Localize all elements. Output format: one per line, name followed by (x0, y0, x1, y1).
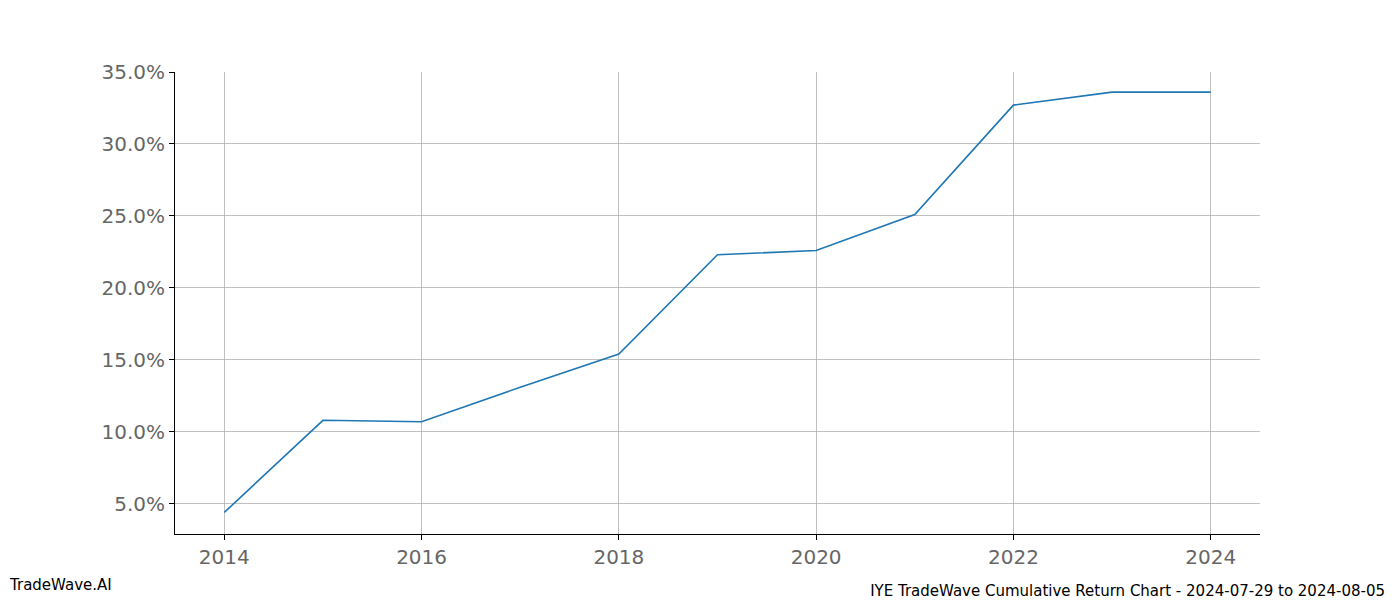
svg-text:2020: 2020 (791, 545, 842, 569)
svg-text:2016: 2016 (396, 545, 447, 569)
svg-text:2018: 2018 (593, 545, 644, 569)
svg-text:35.0%: 35.0% (101, 60, 165, 84)
svg-text:30.0%: 30.0% (101, 132, 165, 156)
svg-text:15.0%: 15.0% (101, 348, 165, 372)
svg-text:10.0%: 10.0% (101, 420, 165, 444)
svg-text:20.0%: 20.0% (101, 276, 165, 300)
svg-text:2014: 2014 (199, 545, 250, 569)
svg-text:5.0%: 5.0% (114, 492, 165, 516)
svg-text:TradeWave.AI: TradeWave.AI (9, 576, 112, 594)
svg-text:25.0%: 25.0% (101, 204, 165, 228)
svg-text:2022: 2022 (988, 545, 1039, 569)
svg-text:IYE TradeWave Cumulative Retur: IYE TradeWave Cumulative Return Chart - … (870, 582, 1385, 600)
svg-text:2024: 2024 (1185, 545, 1236, 569)
